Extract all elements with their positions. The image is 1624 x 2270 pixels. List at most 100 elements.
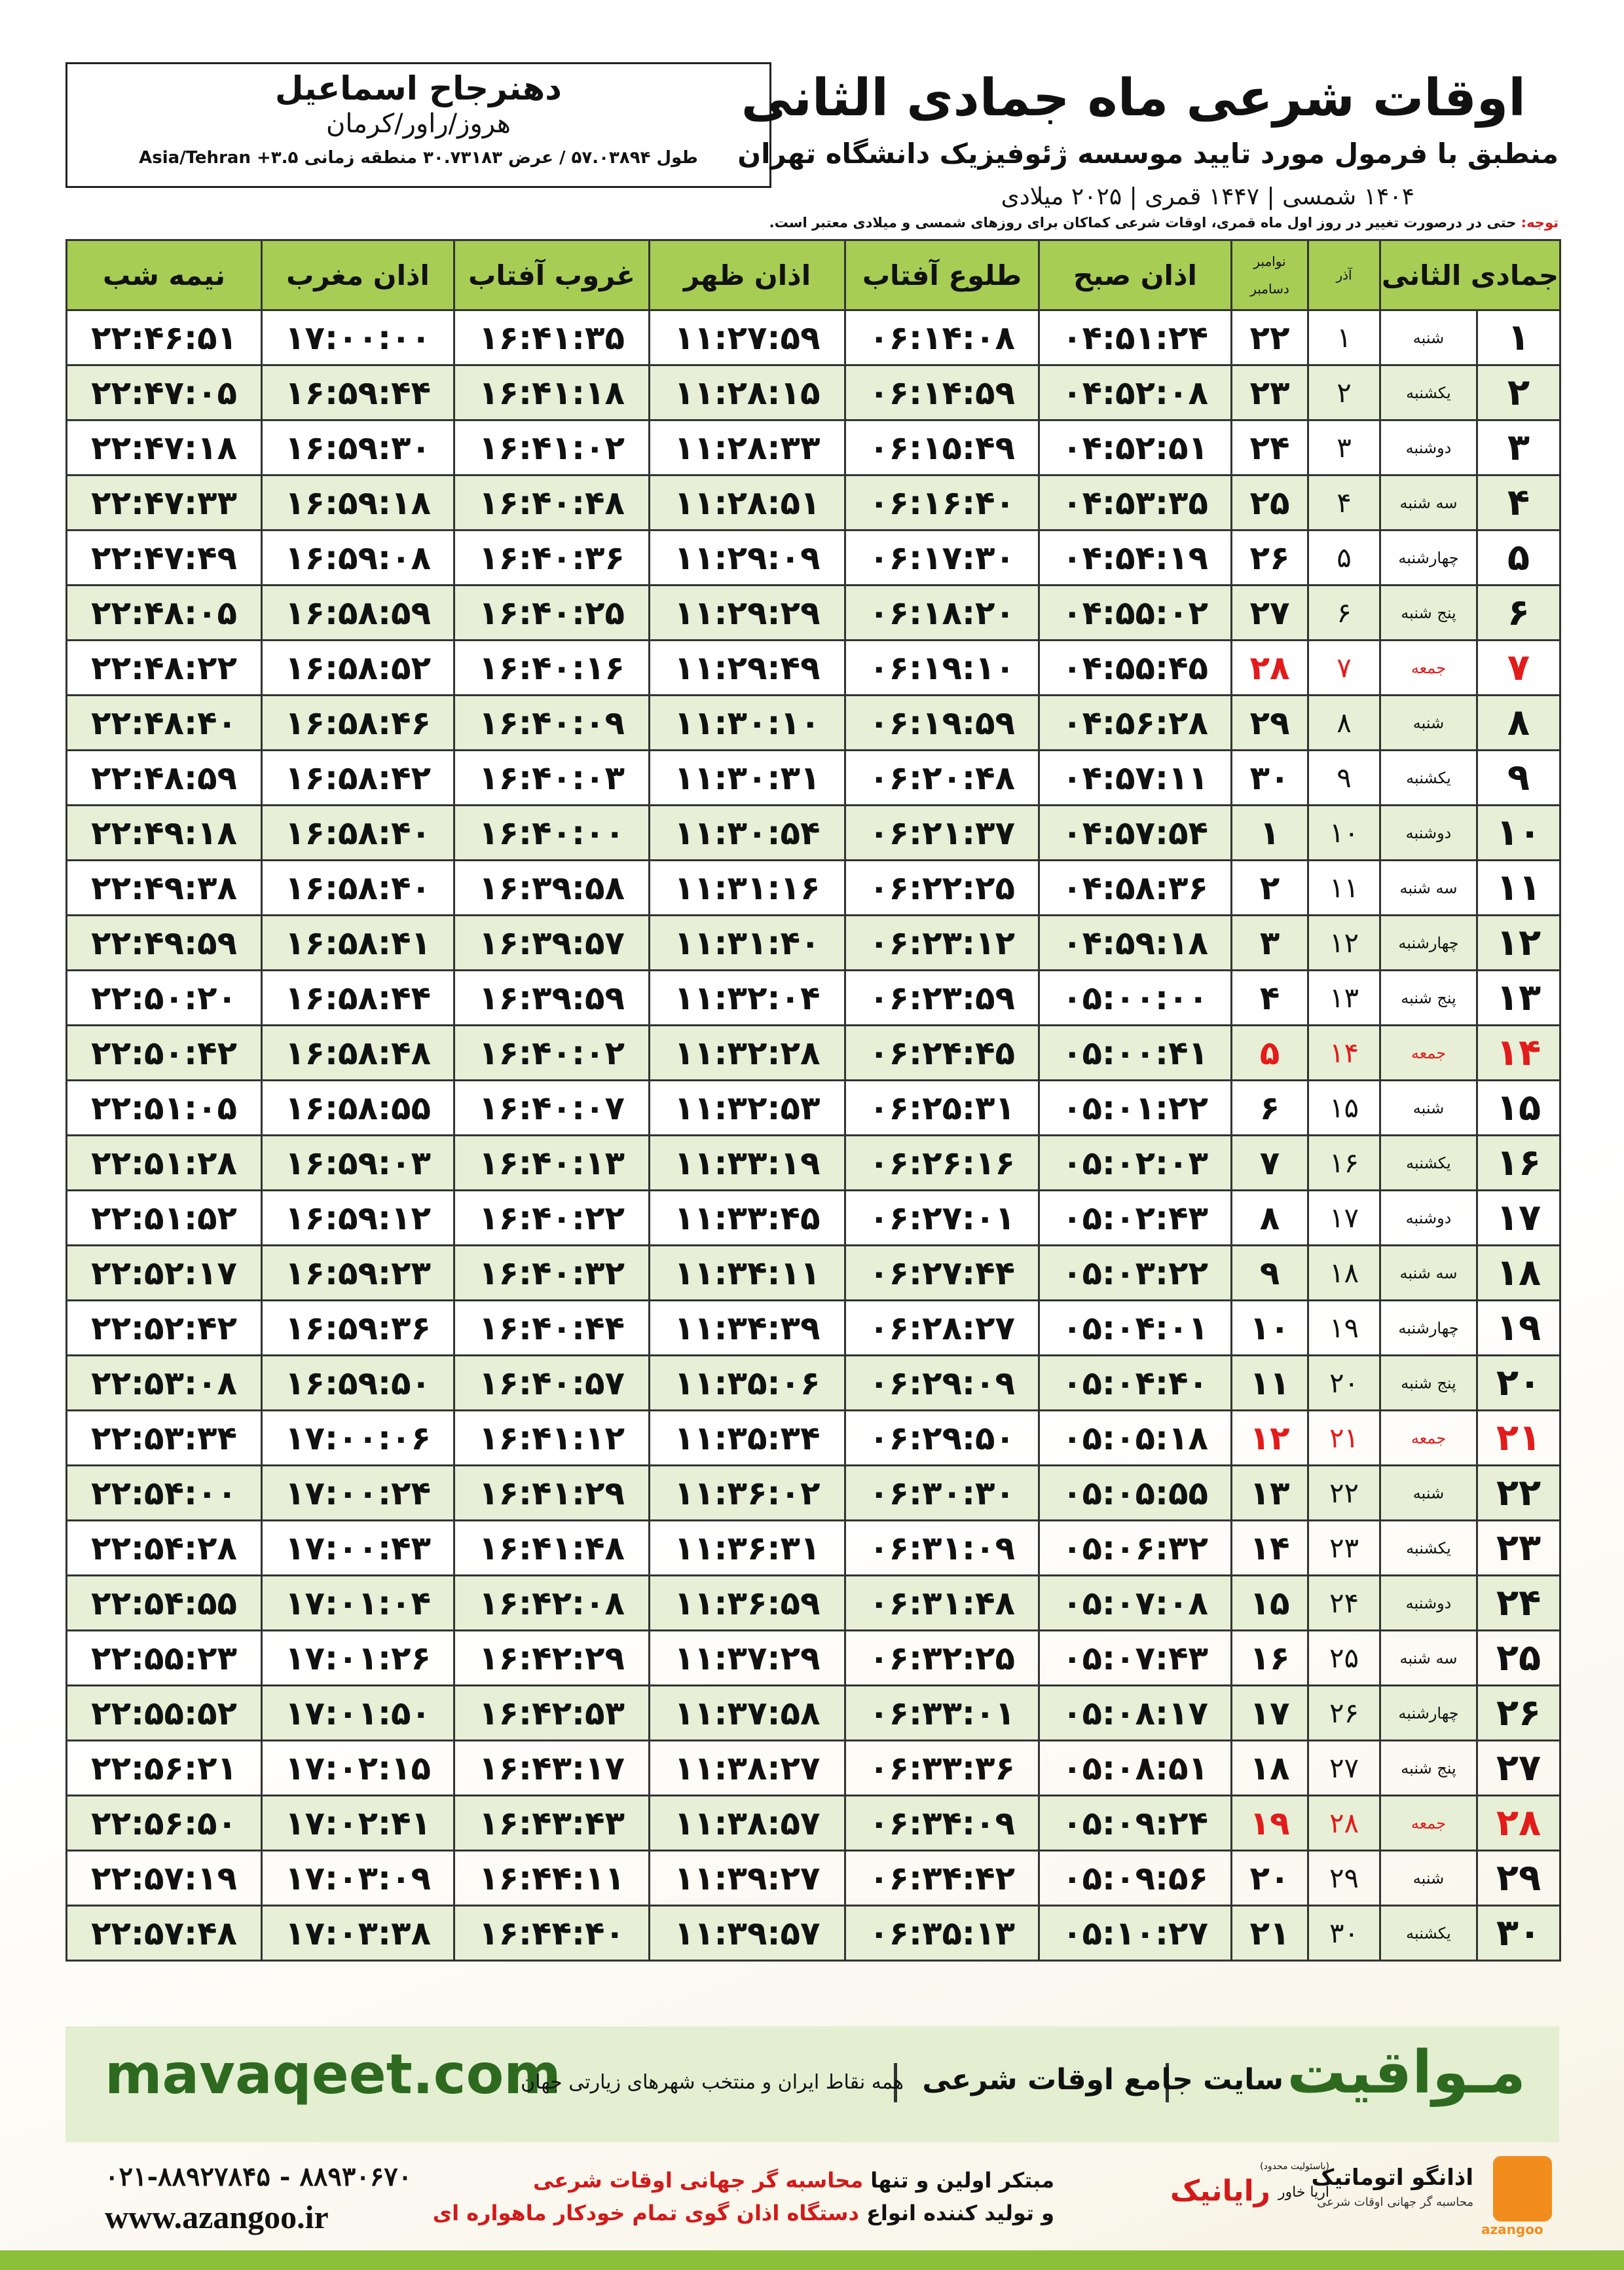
maghrib: ۱۶:۵۹:۵۰ xyxy=(261,1354,455,1411)
sunset: ۱۶:۴۴:۱۱ xyxy=(453,1850,650,1907)
fajr: ۰۵:۰۰:۴۱ xyxy=(1038,1024,1232,1081)
header-december: دسامبر xyxy=(1250,281,1289,297)
maghrib: ۱۶:۵۸:۴۰ xyxy=(261,804,455,861)
fajr: ۰۴:۵۲:۵۱ xyxy=(1038,419,1232,476)
gregorian-day: ۸ xyxy=(1230,1189,1309,1246)
gregorian-day: ۷ xyxy=(1230,1134,1309,1191)
footer-text: مبتکر اولین و تنها xyxy=(863,2168,1054,2193)
azar-day: ۱۸ xyxy=(1307,1244,1381,1301)
maghrib: ۱۶:۵۸:۴۲ xyxy=(261,749,455,806)
day-number: ۲۰ xyxy=(1476,1354,1561,1411)
sunrise: ۰۶:۱۹:۵۹ xyxy=(844,694,1040,751)
dhuhr: ۱۱:۳۹:۵۷ xyxy=(648,1905,846,1962)
azar-day: ۲۲ xyxy=(1307,1464,1381,1521)
maghrib: ۱۷:۰۰:۲۴ xyxy=(261,1464,455,1521)
sunset: ۱۶:۴۰:۰۳ xyxy=(453,749,650,806)
location-region: هروز/راور/کرمان xyxy=(326,109,511,139)
midnight: ۲۲:۵۳:۳۴ xyxy=(65,1409,263,1466)
midnight: ۲۲:۵۰:۲۰ xyxy=(65,969,263,1026)
table-row: ۲۹ شنبه ۲۹ ۲۰ ۰۵:۰۹:۵۶ ۰۶:۳۴:۴۲ ۱۱:۳۹:۲۷ ۱۶:۴۴:… xyxy=(65,1850,1561,1907)
weekday: دوشنبه xyxy=(1379,419,1478,476)
sunset: ۱۶:۴۲:۰۸ xyxy=(453,1574,650,1631)
banner-url[interactable]: mavaqeet.com xyxy=(105,2042,561,2106)
dhuhr: ۱۱:۲۸:۳۳ xyxy=(648,419,846,476)
azar-day: ۱۰ xyxy=(1307,804,1381,861)
maghrib: ۱۷:۰۱:۵۰ xyxy=(261,1684,455,1741)
sunrise: ۰۶:۲۰:۴۸ xyxy=(844,749,1040,806)
website[interactable]: www.azangoo.ir xyxy=(105,2199,329,2235)
sunset: ۱۶:۴۳:۴۳ xyxy=(453,1795,650,1851)
dhuhr: ۱۱:۳۵:۰۶ xyxy=(648,1354,846,1411)
maghrib: ۱۷:۰۰:۴۳ xyxy=(261,1519,455,1576)
sunrise: ۰۶:۱۵:۴۹ xyxy=(844,419,1040,476)
sunrise: ۰۶:۳۱:۴۸ xyxy=(844,1574,1040,1631)
weekday: شنبه xyxy=(1379,1079,1478,1136)
midnight: ۲۲:۵۰:۴۲ xyxy=(65,1024,263,1081)
day-number: ۶ xyxy=(1476,584,1561,641)
table-row: ۱۲ چهارشنبه ۱۲ ۳ ۰۴:۵۹:۱۸ ۰۶:۲۳:۱۲ ۱۱:۳۱:۴۰ ۱۶:… xyxy=(65,914,1561,971)
sunrise: ۰۶:۲۳:۱۲ xyxy=(844,914,1040,971)
dhuhr: ۱۱:۳۱:۱۶ xyxy=(648,859,846,916)
dhuhr: ۱۱:۳۲:۲۸ xyxy=(648,1024,846,1081)
maghrib: ۱۶:۵۹:۴۴ xyxy=(261,364,455,421)
separator xyxy=(894,2063,897,2102)
maghrib: ۱۷:۰۰:۰۶ xyxy=(261,1409,455,1466)
azar-day: ۲۰ xyxy=(1307,1354,1381,1411)
dhuhr: ۱۱:۳۹:۲۷ xyxy=(648,1850,846,1907)
dhuhr: ۱۱:۳۳:۴۵ xyxy=(648,1189,846,1246)
dhuhr: ۱۱:۳۲:۰۴ xyxy=(648,969,846,1026)
weekday: دوشنبه xyxy=(1379,1574,1478,1631)
day-number: ۴ xyxy=(1476,474,1561,531)
azar-day: ۸ xyxy=(1307,694,1381,751)
header-sunrise: طلوع آفتاب xyxy=(844,239,1040,311)
sunset: ۱۶:۴۱:۳۵ xyxy=(453,309,650,366)
maghrib: ۱۶:۵۹:۰۳ xyxy=(261,1134,455,1191)
dhuhr: ۱۱:۳۸:۲۷ xyxy=(648,1740,846,1796)
day-number: ۱۵ xyxy=(1476,1079,1561,1136)
day-number: ۲ xyxy=(1476,364,1561,421)
title: اوقات شرعی ماه جمادی الثانی xyxy=(741,69,1526,128)
logo-name: اذانگو اتوماتیک xyxy=(1311,2165,1473,2191)
maghrib: ۱۶:۵۸:۴۴ xyxy=(261,969,455,1026)
sunrise: ۰۶:۲۳:۵۹ xyxy=(844,969,1040,1026)
table-row: ۲۶ چهارشنبه ۲۶ ۱۷ ۰۵:۰۸:۱۷ ۰۶:۳۳:۰۱ ۱۱:۳۷:۵۸ ۱۶… xyxy=(65,1684,1561,1741)
dhuhr: ۱۱:۳۰:۵۴ xyxy=(648,804,846,861)
day-number: ۲۵ xyxy=(1476,1629,1561,1686)
weekday: سه شنبه xyxy=(1379,859,1478,916)
header-month: جمادی الثانی xyxy=(1379,239,1561,311)
day-number: ۱۳ xyxy=(1476,969,1561,1026)
gregorian-day: ۱۴ xyxy=(1230,1519,1309,1576)
midnight: ۲۲:۵۷:۴۸ xyxy=(65,1905,263,1962)
fajr: ۰۵:۰۸:۵۱ xyxy=(1038,1740,1232,1796)
table-row: ۲۴ دوشنبه ۲۴ ۱۵ ۰۵:۰۷:۰۸ ۰۶:۳۱:۴۸ ۱۱:۳۶:۵۹ ۱۶:۴… xyxy=(65,1574,1561,1631)
table-row: ۲۲ شنبه ۲۲ ۱۳ ۰۵:۰۵:۵۵ ۰۶:۳۰:۳۰ ۱۱:۳۶:۰۲ ۱۶:۴۱:… xyxy=(65,1464,1561,1521)
sunrise: ۰۶:۲۸:۲۷ xyxy=(844,1299,1040,1356)
table-row: ۱۵ شنبه ۱۵ ۶ ۰۵:۰۱:۲۲ ۰۶:۲۵:۳۱ ۱۱:۳۲:۵۳ ۱۶:۴۰:۰… xyxy=(65,1079,1561,1136)
azar-day: ۲۶ xyxy=(1307,1684,1381,1741)
table-row: ۲ یکشنبه ۲ ۲۳ ۰۴:۵۲:۰۸ ۰۶:۱۴:۵۹ ۱۱:۲۸:۱۵ ۱۶:۴۱:… xyxy=(65,364,1561,421)
midnight: ۲۲:۵۱:۵۲ xyxy=(65,1189,263,1246)
gregorian-day: ۱۹ xyxy=(1230,1795,1309,1851)
weekday: پنج شنبه xyxy=(1379,584,1478,641)
day-number: ۲۶ xyxy=(1476,1684,1561,1741)
maghrib: ۱۶:۵۹:۳۶ xyxy=(261,1299,455,1356)
sunrise: ۰۶:۲۵:۳۱ xyxy=(844,1079,1040,1136)
table-row: ۱۰ دوشنبه ۱۰ ۱ ۰۴:۵۷:۵۴ ۰۶:۲۱:۳۷ ۱۱:۳۰:۵۴ ۱۶:۴۰… xyxy=(65,804,1561,861)
location-box: دهنرجاح اسماعیل هروز/راور/کرمان طول ۵۷.۰… xyxy=(65,62,771,188)
sunrise: ۰۶:۱۴:۵۹ xyxy=(844,364,1040,421)
fajr: ۰۴:۵۵:۴۵ xyxy=(1038,639,1232,696)
sunrise: ۰۶:۱۶:۴۰ xyxy=(844,474,1040,531)
day-number: ۱۲ xyxy=(1476,914,1561,971)
dhuhr: ۱۱:۳۶:۰۲ xyxy=(648,1464,846,1521)
sunrise: ۰۶:۲۷:۰۱ xyxy=(844,1189,1040,1246)
weekday: جمعه xyxy=(1379,1024,1478,1081)
midnight: ۲۲:۵۴:۵۵ xyxy=(65,1574,263,1631)
note: توجه: حتی در درصورت تغییر در روز اول ماه… xyxy=(769,215,1559,231)
sunrise: ۰۶:۳۲:۲۵ xyxy=(844,1629,1040,1686)
table-row: ۱۷ دوشنبه ۱۷ ۸ ۰۵:۰۲:۴۳ ۰۶:۲۷:۰۱ ۱۱:۳۳:۴۵ ۱۶:۴۰… xyxy=(65,1189,1561,1246)
midnight: ۲۲:۴۹:۳۸ xyxy=(65,859,263,916)
day-number: ۱۶ xyxy=(1476,1134,1561,1191)
sunrise: ۰۶:۱۹:۱۰ xyxy=(844,639,1040,696)
sunrise: ۰۶:۱۸:۲۰ xyxy=(844,584,1040,641)
day-number: ۲۹ xyxy=(1476,1850,1561,1907)
